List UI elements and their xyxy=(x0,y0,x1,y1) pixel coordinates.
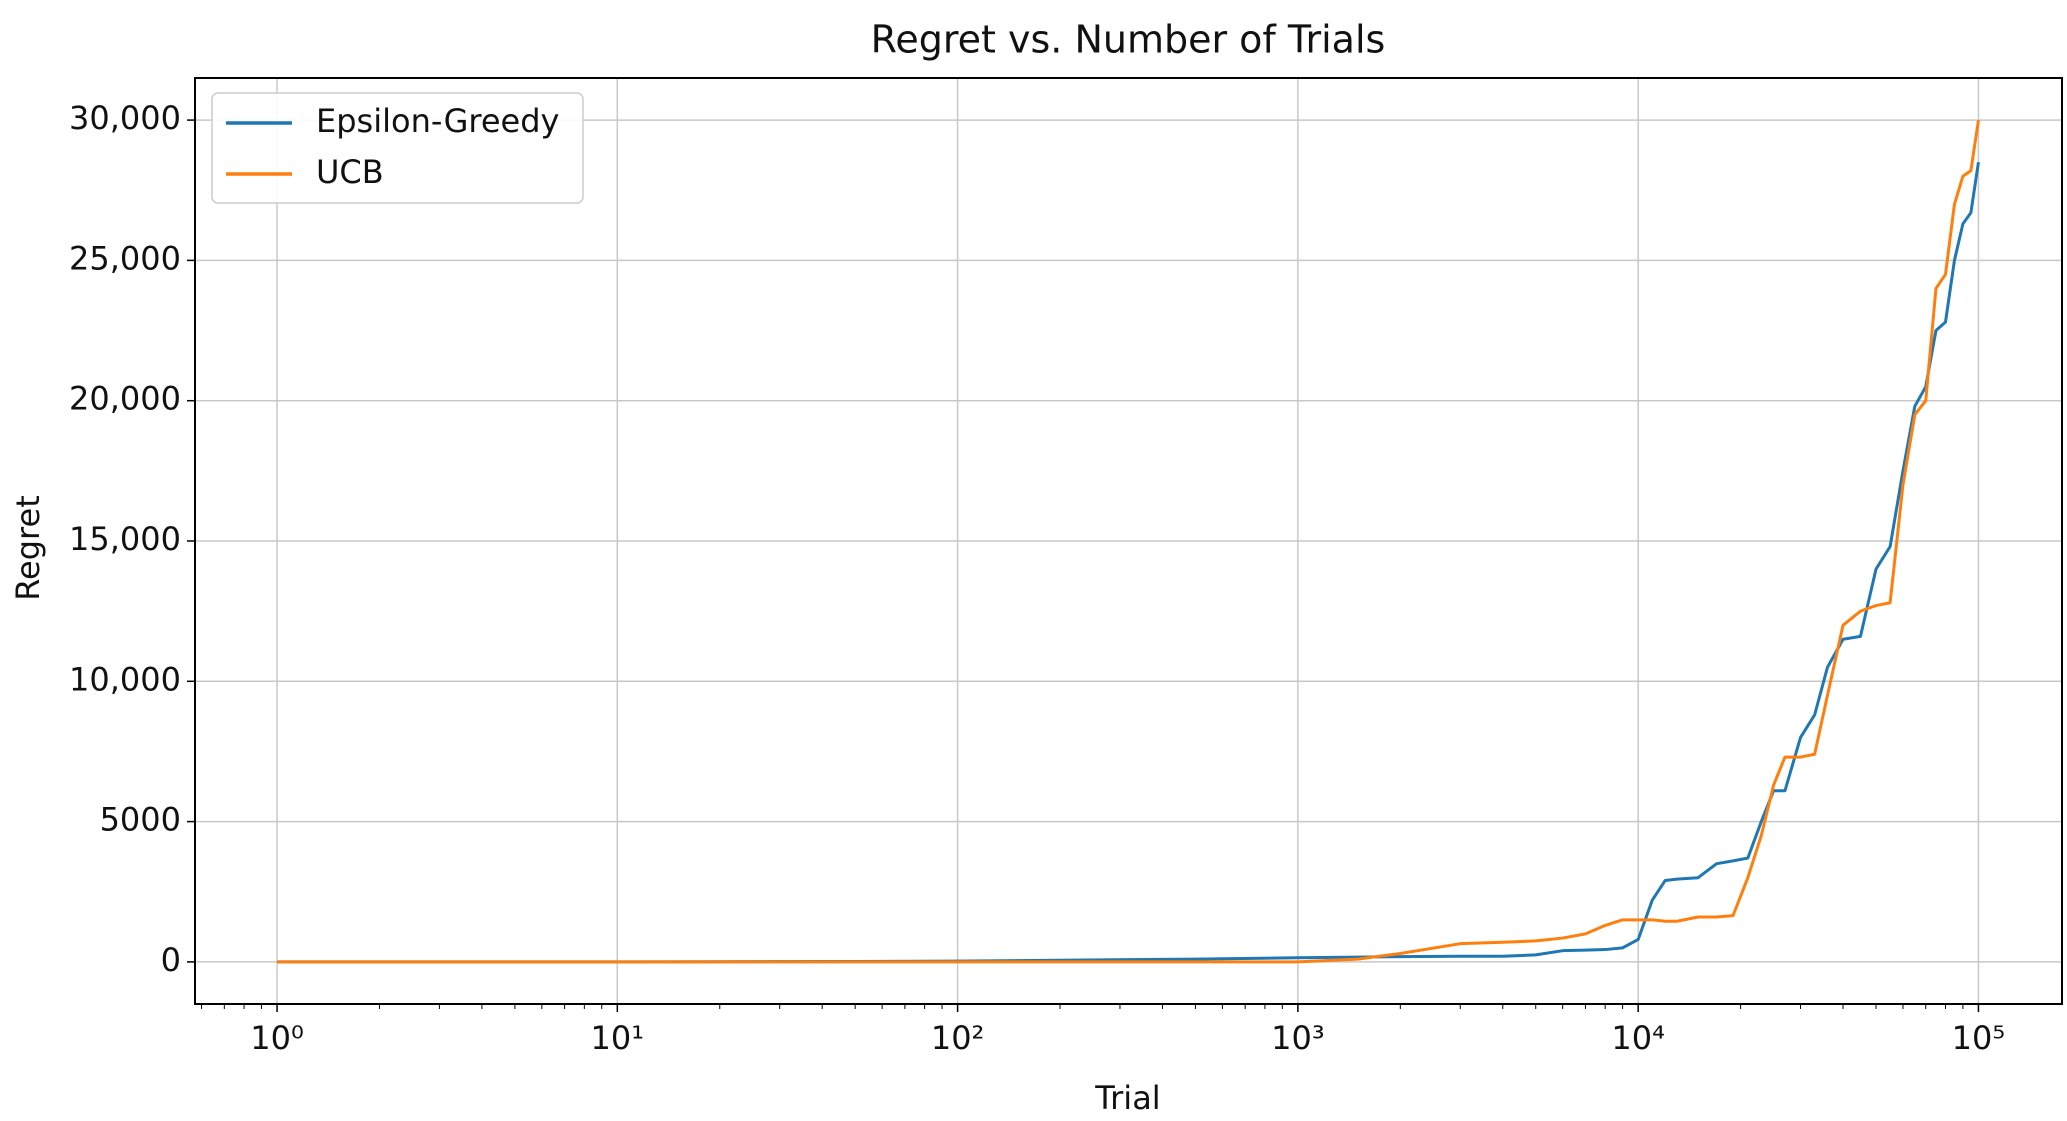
y-axis-label: Regret xyxy=(9,495,47,600)
x-tick-label: 10¹ xyxy=(591,1019,645,1057)
plot-frame xyxy=(194,77,2063,1005)
x-tick-label: 10³ xyxy=(1271,1019,1325,1057)
y-tick-label: 5000 xyxy=(100,801,181,839)
legend-box xyxy=(211,92,584,204)
series-line xyxy=(277,119,1980,964)
x-tick-label: 10⁴ xyxy=(1611,1019,1665,1057)
y-tick-label: 20,000 xyxy=(69,380,181,418)
chart-title: Regret vs. Number of Trials xyxy=(871,18,1386,62)
x-tick-label: 10⁰ xyxy=(250,1019,304,1057)
series-line xyxy=(277,161,1980,964)
legend-label: Epsilon-Greedy xyxy=(316,102,559,140)
x-tick-label: 10² xyxy=(931,1019,985,1057)
x-axis-label: Trial xyxy=(1094,1079,1160,1117)
x-tick-label: 10⁵ xyxy=(1952,1019,2006,1057)
legend-label: UCB xyxy=(316,153,384,191)
y-tick-label: 0 xyxy=(161,941,181,979)
y-tick-label: 10,000 xyxy=(69,660,181,698)
y-tick-label: 30,000 xyxy=(69,99,181,137)
y-tick-label: 25,000 xyxy=(69,239,181,277)
y-tick-label: 15,000 xyxy=(69,520,181,558)
